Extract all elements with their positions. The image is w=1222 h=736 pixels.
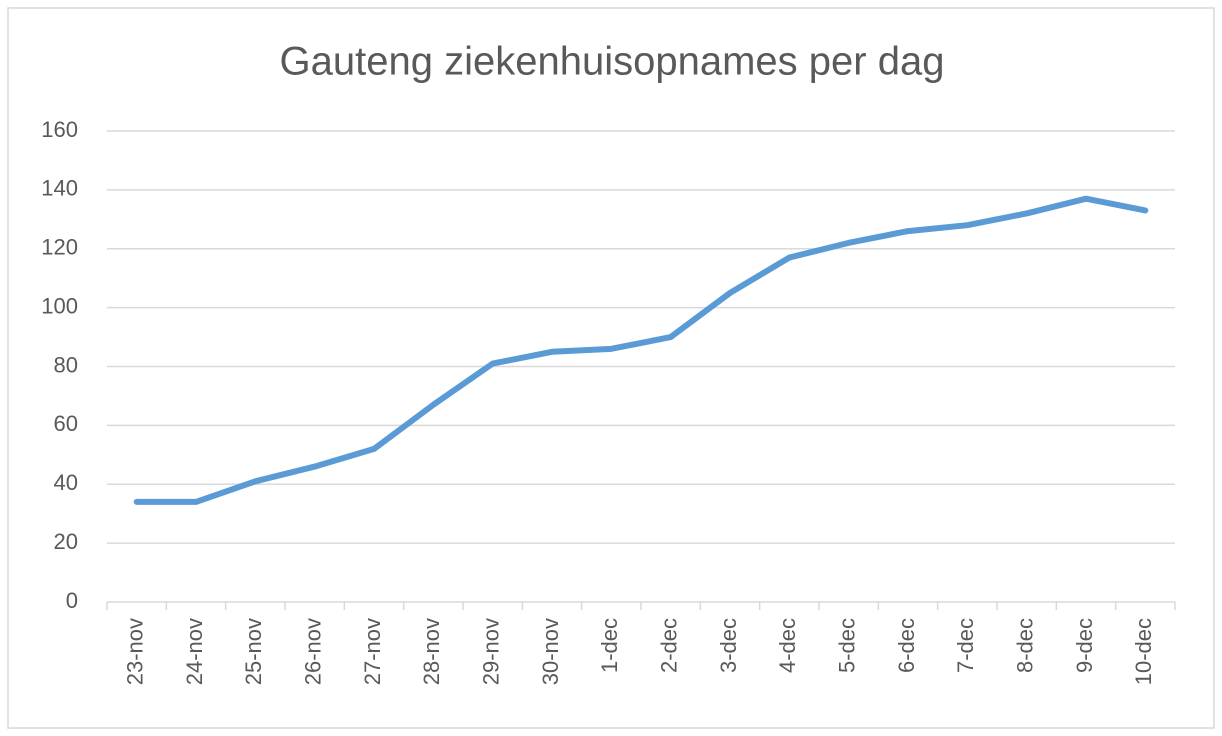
y-tick-label: 80 — [54, 352, 78, 377]
x-tick-label: 27-nov — [360, 618, 385, 685]
data-line — [133, 195, 1149, 505]
x-tick-label: 26-nov — [300, 618, 325, 685]
x-tick-label: 3-dec — [716, 618, 741, 673]
x-tick-label: 9-dec — [1072, 618, 1097, 673]
x-tick-label: 28-nov — [419, 618, 444, 685]
chart-border — [7, 7, 1215, 729]
x-tick-label: 7-dec — [953, 618, 978, 673]
x-tick-label: 25-nov — [241, 618, 266, 685]
x-tick-label: 2-dec — [656, 618, 681, 673]
y-tick-label: 100 — [41, 293, 78, 318]
x-tick-label: 8-dec — [1012, 618, 1037, 673]
y-tick-label: 40 — [54, 470, 78, 495]
y-tick-label: 0 — [66, 588, 78, 613]
y-tick-label: 140 — [41, 176, 78, 201]
x-tick-label: 10-dec — [1131, 618, 1156, 685]
x-tick-label: 4-dec — [775, 618, 800, 673]
x-tick-label: 24-nov — [182, 618, 207, 685]
x-tick-label: 6-dec — [894, 618, 919, 673]
y-tick-label: 20 — [54, 529, 78, 554]
chart-title: Gauteng ziekenhuisopnames per dag — [280, 40, 945, 84]
y-tick-label: 160 — [41, 117, 78, 142]
x-tick-label: 1-dec — [597, 618, 622, 673]
x-tick-label: 23-nov — [122, 618, 147, 685]
y-tick-label: 120 — [41, 235, 78, 260]
x-tick-label: 30-nov — [538, 618, 563, 685]
x-tick-label: 29-nov — [478, 618, 503, 685]
x-tick-label: 5-dec — [834, 618, 859, 673]
y-tick-label: 60 — [54, 411, 78, 436]
